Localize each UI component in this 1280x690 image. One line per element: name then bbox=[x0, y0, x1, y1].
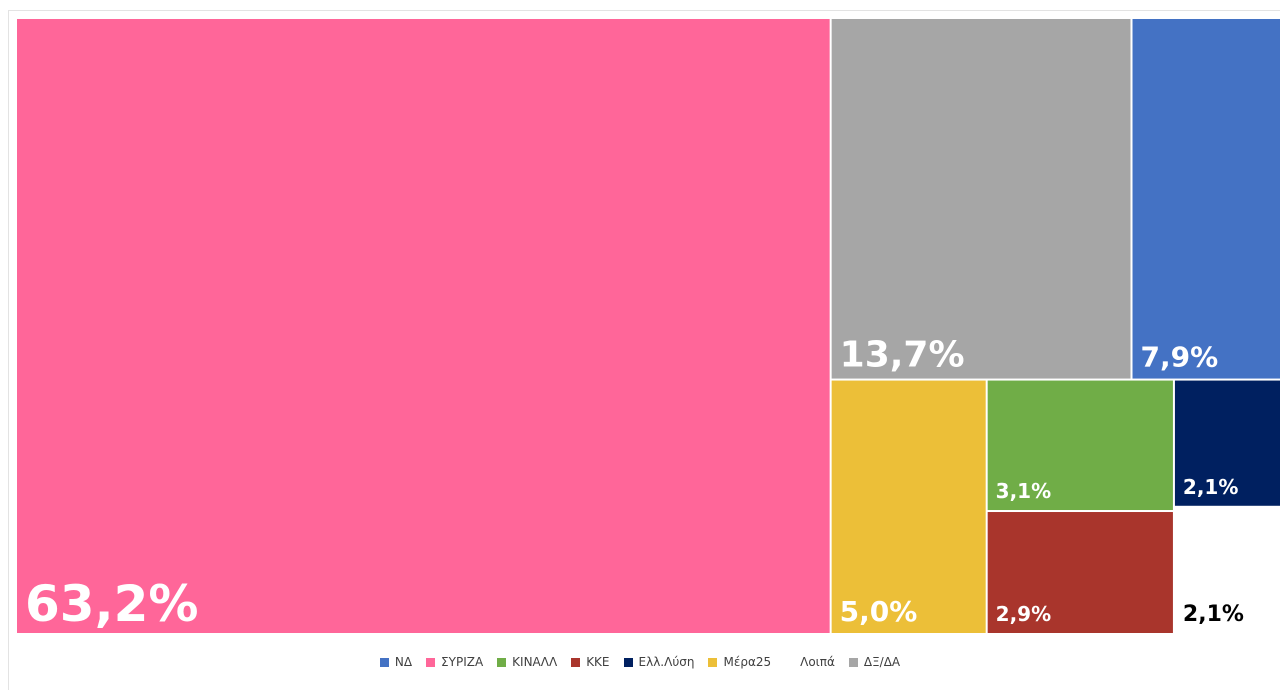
legend-label: Λοιπά bbox=[800, 655, 835, 669]
treemap-chart: ΣΥΡΙΖΑ63,2% ΔΞ/ΔΑ13,7% ΝΔ 7,9% Μέρα255,0% ΚΙΝ… bbox=[17, 19, 1280, 633]
legend-label: ΣΥΡΙΖΑ bbox=[441, 655, 484, 669]
treemap-label-7: 2,1% bbox=[1183, 602, 1244, 627]
legend-label: ΔΞ/ΔΑ bbox=[863, 655, 901, 669]
legend-label: ΚΙΝΑΛΛ bbox=[512, 655, 558, 669]
treemap-label-3: 5,0% bbox=[840, 595, 918, 628]
treemap-tile-0: ΣΥΡΙΖΑ bbox=[17, 19, 830, 633]
legend-label: ΚΚΕ bbox=[586, 655, 610, 669]
legend-swatch bbox=[379, 657, 389, 667]
treemap-label-6: 2,1% bbox=[1183, 475, 1238, 499]
legend-swatch bbox=[497, 657, 507, 667]
treemap-tile-4: ΚΙΝΑΛ bbox=[987, 380, 1173, 511]
legend-item-kke: ΚΚΕ bbox=[571, 655, 610, 669]
legend-item-kinal: ΚΙΝΑΛΛ bbox=[497, 655, 557, 669]
treemap-tile-3: Μέρα25 bbox=[831, 380, 986, 633]
legend-swatch bbox=[848, 657, 858, 667]
legend-swatch bbox=[571, 657, 581, 667]
treemap-label-4: 3,1% bbox=[996, 479, 1051, 503]
chart-legend: ΝΔ ΣΥΡΙΖΑ ΚΙΝΑΛΛ ΚΚΕ Ελλ.Λύση Μέρα25 Λοι… bbox=[0, 652, 1280, 672]
treemap-tile-1: ΔΞ/ΔΑ bbox=[831, 19, 1131, 379]
legend-label: Μέρα25 bbox=[723, 655, 772, 669]
treemap-label-0: 63,2% bbox=[25, 575, 198, 633]
legend-label: ΝΔ bbox=[394, 655, 413, 669]
legend-swatch bbox=[708, 657, 718, 667]
treemap-label-5: 2,9% bbox=[996, 602, 1051, 626]
legend-label: Ελλ.Λύση bbox=[638, 655, 695, 669]
legend-swatch bbox=[785, 657, 795, 667]
treemap-label-2: 7,9% bbox=[1141, 341, 1219, 374]
treemap-label-1: 13,7% bbox=[840, 335, 965, 376]
legend-item-dx-da: ΔΞ/ΔΑ bbox=[848, 655, 901, 669]
legend-item-nd: ΝΔ bbox=[379, 655, 413, 669]
legend-item-syriza: ΣΥΡΙΖΑ bbox=[426, 655, 483, 669]
chart-frame bbox=[8, 10, 1280, 690]
legend-item-ell-lysi: Ελλ.Λύση bbox=[623, 655, 695, 669]
treemap-tile-2: ΝΔ bbox=[1132, 19, 1280, 379]
legend-swatch bbox=[623, 657, 633, 667]
treemap-tile-6: Ελλ.Λύση bbox=[1174, 380, 1280, 506]
treemap-tile-5: ΚΚΕ bbox=[987, 512, 1173, 633]
treemap-tile-7: Λοιπά bbox=[1174, 507, 1280, 633]
legend-item-mera25: Μέρα25 bbox=[708, 655, 771, 669]
legend-swatch bbox=[426, 657, 436, 667]
legend-item-loipa: Λοιπά bbox=[785, 655, 835, 669]
